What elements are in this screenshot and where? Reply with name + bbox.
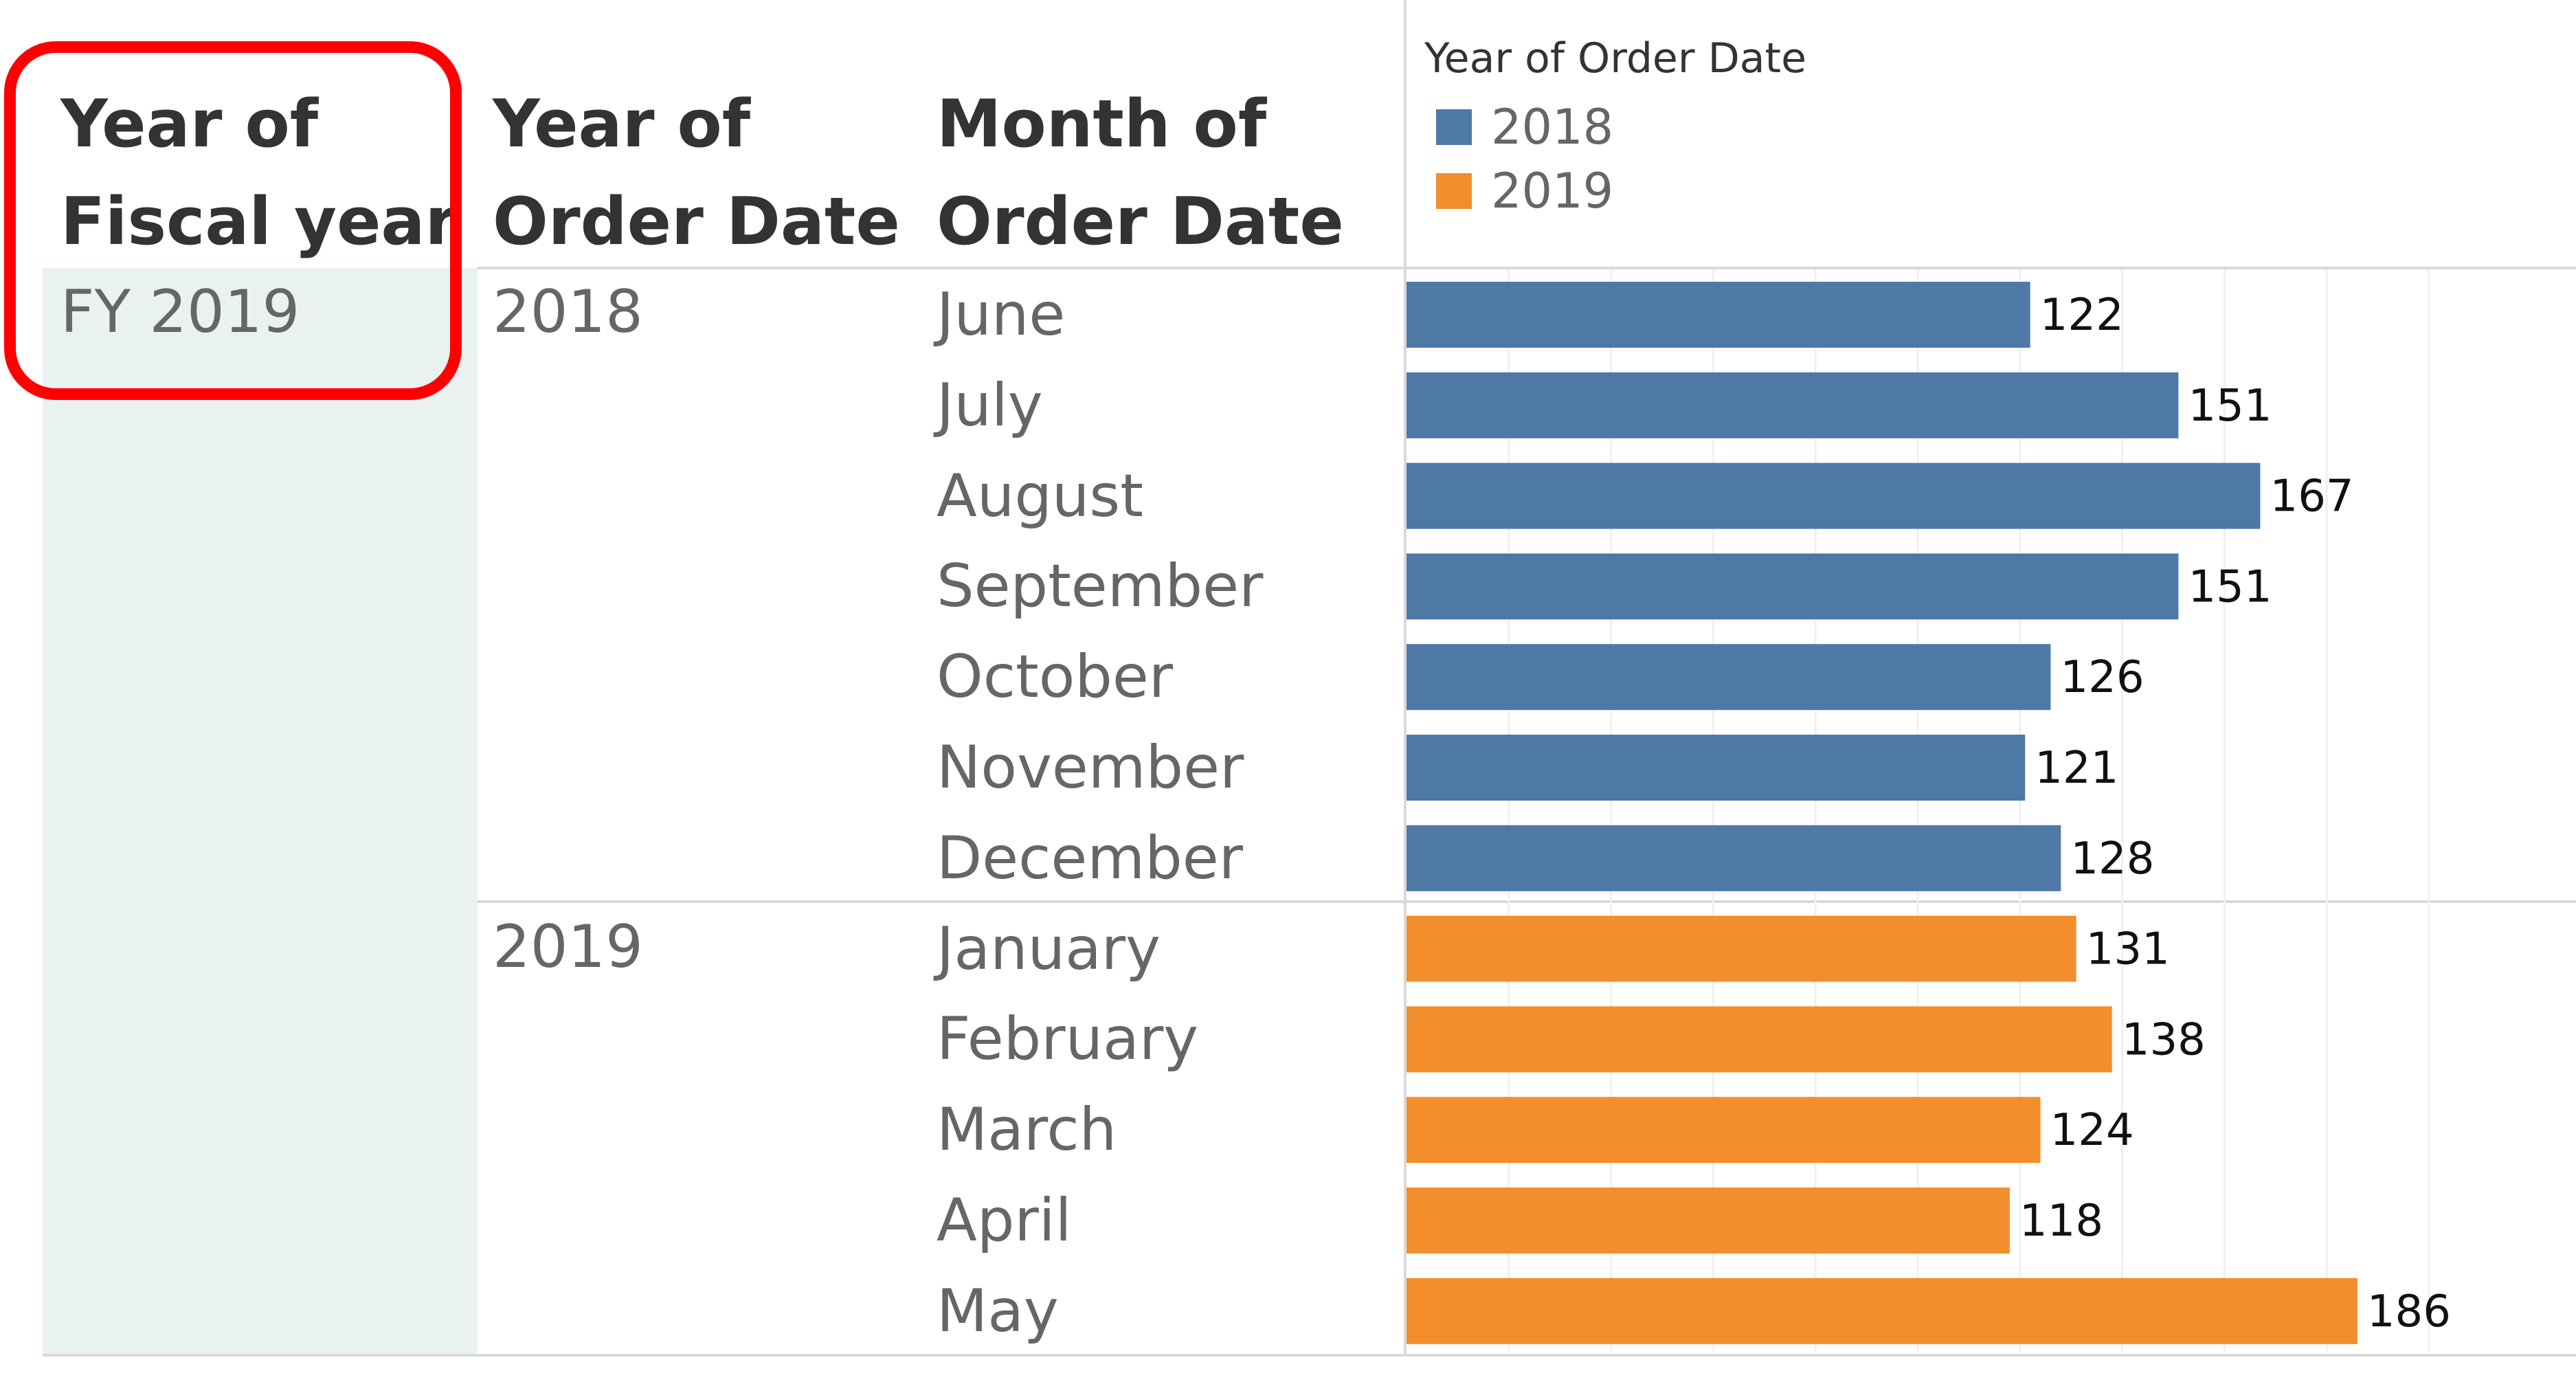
- bar-value-label: 124: [2050, 1105, 2134, 1156]
- bar[interactable]: [1407, 1097, 2041, 1163]
- month-label: September: [937, 552, 1264, 621]
- bar-value-label: 151: [2188, 381, 2272, 432]
- bar[interactable]: [1407, 462, 2261, 529]
- bar[interactable]: [1407, 1278, 2357, 1344]
- fiscal-year-cell-band: [43, 268, 478, 1355]
- bar-value-label: 151: [2188, 561, 2272, 612]
- bar-value-label: 126: [2060, 652, 2144, 703]
- month-label: August: [937, 461, 1143, 531]
- bar[interactable]: [1407, 553, 2179, 620]
- bar[interactable]: [1407, 1188, 2010, 1253]
- month-label: October: [937, 643, 1174, 712]
- month-label: January: [937, 914, 1161, 983]
- month-label: February: [937, 1005, 1199, 1074]
- bar-value-label: 186: [2367, 1286, 2451, 1337]
- bar[interactable]: [1407, 735, 2026, 801]
- bar[interactable]: [1407, 915, 2076, 982]
- bar-value-label: 167: [2270, 471, 2353, 522]
- year-group-2019: 2019: [493, 913, 643, 981]
- fiscal-year-value: FY 2019: [60, 278, 300, 346]
- bar[interactable]: [1407, 1006, 2112, 1073]
- month-label: April: [937, 1186, 1072, 1255]
- bar[interactable]: [1407, 282, 2030, 348]
- bar-value-label: 122: [2040, 290, 2124, 341]
- bar[interactable]: [1407, 825, 2061, 891]
- month-label: December: [937, 823, 1243, 893]
- order-month-header: Month of Order Date: [937, 87, 1344, 260]
- month-label: June: [937, 280, 1066, 349]
- bar-value-label: 118: [2019, 1196, 2103, 1247]
- month-label: May: [937, 1276, 1059, 1346]
- month-label: November: [937, 733, 1244, 802]
- bottom-divider: [43, 1354, 2576, 1357]
- fiscal-year-header: Year of Fiscal year: [60, 87, 458, 260]
- order-year-header: Year of Order Date: [493, 87, 900, 260]
- year-group-2018: 2018: [493, 278, 643, 346]
- bar[interactable]: [1407, 644, 2051, 711]
- legend-item-2019[interactable]: 2019: [1436, 160, 1613, 222]
- legend-label-2019: 2019: [1491, 163, 1614, 219]
- year-group-divider: [478, 900, 2576, 903]
- header-divider: [478, 267, 2576, 269]
- bar[interactable]: [1407, 372, 2179, 438]
- bar-value-label: 131: [2086, 924, 2170, 975]
- chart-axis-divider: [1404, 0, 1407, 1357]
- legend-label-2018: 2018: [1491, 99, 1614, 155]
- month-label: March: [937, 1095, 1117, 1165]
- legend-swatch-2019: [1436, 173, 1472, 209]
- legend-swatch-2018: [1436, 109, 1472, 145]
- bar-value-label: 138: [2122, 1014, 2206, 1065]
- bar-value-label: 128: [2070, 834, 2154, 884]
- legend-title: Year of Order Date: [1424, 34, 1806, 82]
- legend-item-2018[interactable]: 2018: [1436, 96, 1613, 158]
- month-label: July: [937, 370, 1043, 440]
- bar-value-label: 121: [2035, 743, 2118, 794]
- fiscal-year-highlight-box: [4, 41, 462, 400]
